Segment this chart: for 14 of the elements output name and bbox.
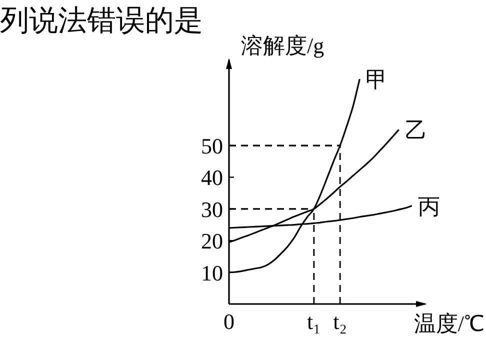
y-tick-label: 40 xyxy=(201,165,223,190)
x-tick-label: 0 xyxy=(224,309,234,334)
series-label: 甲 xyxy=(366,67,388,92)
y-axis-title: 溶解度/g xyxy=(241,33,324,58)
y-tick-label: 30 xyxy=(201,196,223,222)
y-tick-label: 20 xyxy=(201,228,223,254)
y-tick-label: 10 xyxy=(201,260,223,286)
series-label: 丙 xyxy=(418,194,440,219)
chart-title: 列说法错误的是 xyxy=(0,5,203,37)
y-tick-label: 50 xyxy=(201,134,223,159)
x-tick-label: t₂ xyxy=(333,309,347,334)
x-tick-label: t₁ xyxy=(307,309,321,334)
series-label: 乙 xyxy=(404,118,427,143)
x-axis-title: 温度/℃ xyxy=(414,311,484,336)
